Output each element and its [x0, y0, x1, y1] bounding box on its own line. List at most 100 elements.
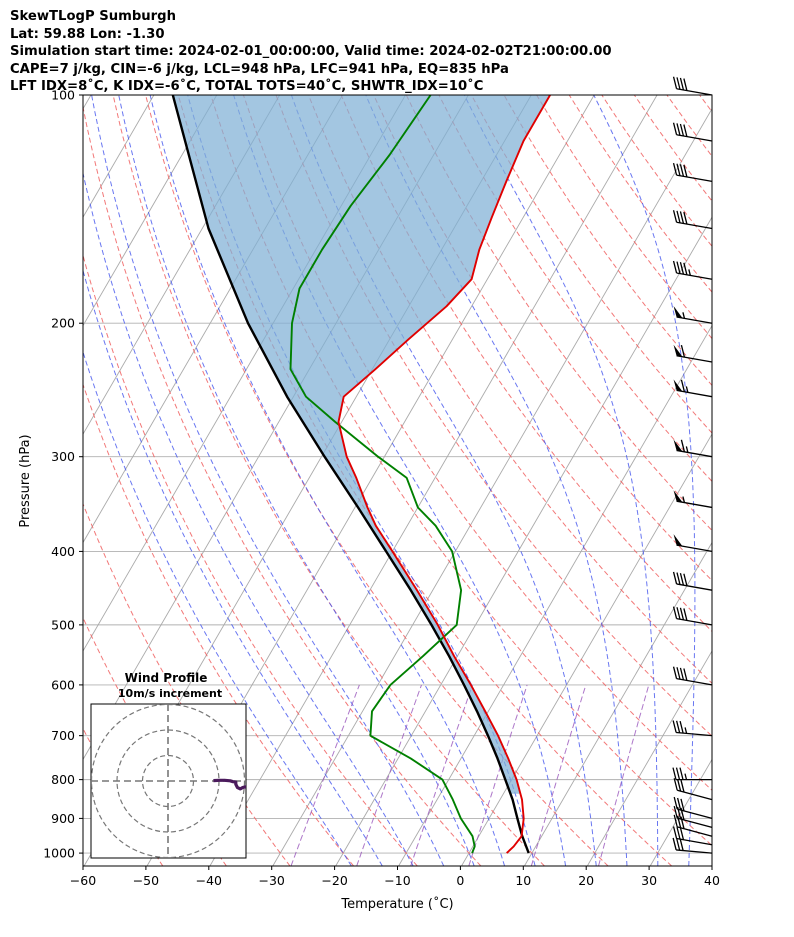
hodograph-inset: Wind Profile 10m/s increment: [90, 671, 247, 859]
barb-full: [679, 607, 685, 621]
dry-adiabat--10: [83, 253, 418, 866]
barb-pennant: [673, 379, 683, 392]
isotherm--100: [83, 95, 281, 436]
barb-full: [675, 838, 681, 851]
hodograph-subtitle: 10m/s increment: [118, 687, 222, 700]
barb-full: [683, 124, 688, 137]
dry-adiabat-10: [112, 95, 545, 866]
wind-barb-975: [672, 826, 713, 846]
dry-adiabat--30: [83, 502, 291, 866]
barb-full: [679, 262, 685, 275]
barb-full: [673, 805, 678, 819]
barb-staff: [677, 826, 713, 837]
isotherm-20: [586, 650, 712, 866]
mixing-ratio-2: [410, 684, 473, 866]
barb-full: [672, 76, 678, 89]
barb-staff: [676, 500, 713, 509]
barb-staff: [676, 583, 713, 591]
barb-full: [679, 572, 685, 586]
dry-adiabat-50: [242, 95, 712, 791]
axes: −60 −50 −40 −30 −20 −10 0 10 20 30 40 1000 900 800 700…: [43, 88, 720, 889]
dry-adiabat-180: [666, 95, 712, 157]
mixing-ratio-16: [598, 684, 650, 866]
isotherm--20: [335, 216, 712, 866]
p-tick-label-500: 500: [51, 617, 75, 632]
wind-barb-600: [672, 666, 713, 686]
barb-full: [683, 211, 688, 225]
barb-full: [672, 210, 678, 223]
barb-full: [672, 826, 678, 839]
barb-full: [672, 767, 677, 780]
x-tick-label--30: −30: [259, 873, 285, 888]
x-tick-label--60: −60: [70, 873, 96, 888]
moist-adiabat-40: [720, 95, 749, 866]
barb-staff: [676, 849, 713, 854]
station-title: SkewTLogP Sumburgh: [10, 9, 176, 24]
barb-full: [672, 606, 678, 619]
background-lines: [83, 95, 794, 866]
barb-full: [683, 262, 688, 275]
dry-adiabat-60: [275, 95, 712, 737]
moist-adiabat--10: [83, 171, 414, 866]
isotherm--130: [83, 95, 92, 110]
x-tick-label--20: −20: [321, 873, 347, 888]
barb-full: [680, 798, 685, 812]
parcel-profile: [171, 95, 530, 854]
cape-fill: [172, 95, 551, 794]
barb-full: [672, 162, 678, 176]
wind-barb-450: [672, 571, 713, 591]
p-tick-label-100: 100: [51, 88, 75, 103]
barb-full: [679, 838, 684, 851]
barb-staff: [676, 134, 713, 142]
barb-staff: [676, 678, 713, 686]
barb-full: [673, 778, 678, 791]
wind-barb-850: [673, 778, 713, 801]
barb-pennant: [673, 344, 683, 357]
barb-staff: [676, 174, 713, 183]
wind-barb-200: [673, 305, 713, 324]
dewpoint-profile: [289, 95, 476, 854]
dry-adiabat-200: [732, 95, 794, 866]
x-axis-label: Temperature (˚C): [340, 896, 453, 912]
moist-adiabat-30: [463, 95, 659, 866]
barb-full: [679, 123, 685, 137]
barb-full: [683, 573, 688, 586]
moist-adiabat-25: [365, 95, 628, 866]
barb-full: [676, 163, 681, 176]
p-tick-label-800: 800: [51, 772, 75, 787]
barb-full: [680, 439, 686, 452]
moist-adiabat-15: [233, 95, 567, 866]
dry-adiabat-20: [145, 95, 609, 866]
barb-full: [676, 123, 681, 136]
cape-line: CAPE=7 j/kg, CIN=-6 j/kg, LCL=948 hPa, L…: [10, 61, 509, 77]
dry-adiabat-170: [633, 95, 712, 202]
barb-half: [684, 773, 688, 780]
barb-staff: [676, 544, 713, 553]
barb-full: [683, 608, 688, 621]
barb-pennant: [673, 534, 683, 547]
mixing-ratio-0.4: [290, 684, 360, 866]
moist-adiabat-35: [593, 95, 696, 866]
wind-barb-115: [672, 122, 713, 142]
hodo-ring-30: [91, 704, 246, 858]
barb-pennant: [673, 439, 683, 452]
barb-full: [679, 77, 685, 91]
time-line: Simulation start time: 2024-02-01_00:00:…: [10, 44, 612, 59]
barb-staff: [677, 789, 713, 801]
dry-adiabat-130: [503, 95, 712, 387]
barb-full: [683, 78, 688, 91]
x-tick-label-10: 10: [515, 873, 531, 888]
barb-half: [682, 496, 686, 503]
barb-full: [679, 827, 685, 840]
barb-full: [672, 720, 677, 733]
barb-full: [683, 164, 688, 178]
isotherm-10: [524, 541, 712, 866]
barb-pennant: [673, 305, 683, 318]
isotherm--40: [209, 95, 658, 866]
barb-full: [672, 837, 677, 851]
wind-barb-350: [673, 490, 713, 509]
moist-adiabat--5: [91, 95, 445, 866]
p-tick-label-400: 400: [51, 544, 75, 559]
barb-staff: [676, 221, 713, 230]
